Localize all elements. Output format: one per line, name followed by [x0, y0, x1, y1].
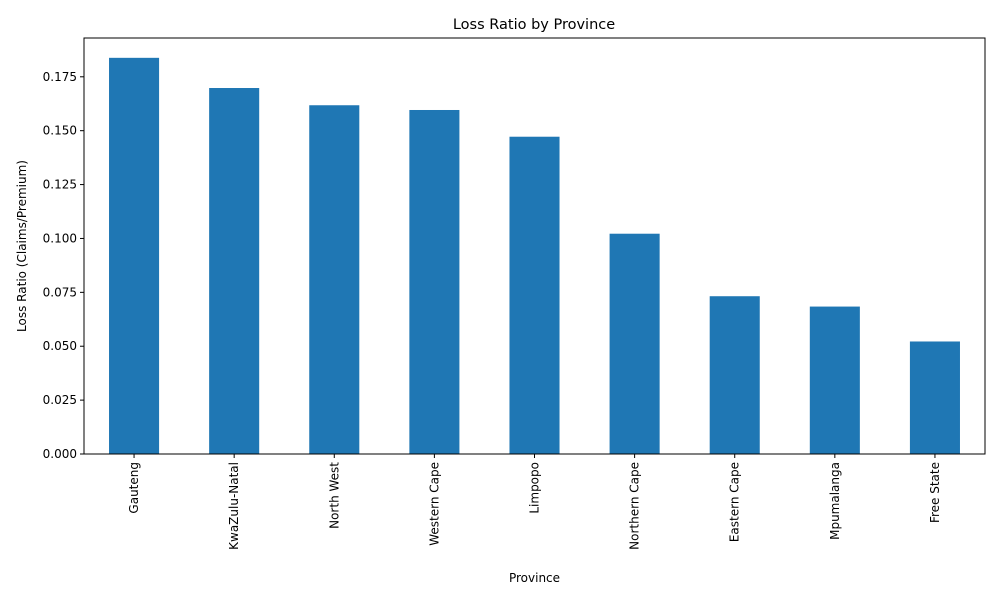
x-axis-title: Province: [509, 571, 560, 585]
x-tick-label: Limpopo: [528, 462, 542, 514]
y-tick-label: 0.000: [43, 447, 77, 461]
x-tick-label: Free State: [928, 462, 942, 523]
bar-northern-cape: [609, 233, 660, 454]
y-axis: 0.000 0.025 0.050 0.075 0.100 0.125 0.150 0.175: [43, 70, 84, 461]
y-tick-label: 0.150: [43, 124, 77, 138]
x-tick-label: Western Cape: [427, 462, 441, 546]
x-tick-label: Eastern Cape: [728, 462, 742, 542]
bar-western-cape: [409, 109, 460, 455]
x-tick-label: Mpumalanga: [828, 462, 842, 540]
x-tick-label: Gauteng: [127, 462, 141, 514]
plot-frame: [83, 37, 986, 455]
y-tick-label: 0.050: [43, 339, 77, 353]
bar-north-west: [309, 105, 360, 454]
y-tick-label: 0.125: [43, 178, 77, 192]
bars-layer: [109, 57, 960, 455]
bar-eastern-cape: [709, 296, 760, 454]
x-tick-label: KwaZulu-Natal: [227, 462, 241, 550]
bar-kwazulu-natal: [209, 88, 260, 454]
x-tick-label: Northern Cape: [628, 462, 642, 550]
y-tick-label: 0.075: [43, 285, 77, 299]
y-tick-label: 0.175: [43, 70, 77, 84]
chart-title: Loss Ratio by Province: [453, 17, 615, 33]
bar-limpopo: [509, 136, 560, 454]
y-tick-label: 0.025: [43, 393, 77, 407]
y-tick-label: 0.100: [43, 231, 77, 245]
bar-gauteng: [109, 57, 160, 455]
bar-free-state: [909, 341, 960, 454]
x-tick-label: North West: [327, 462, 341, 529]
bar-mpumalanga: [809, 306, 860, 454]
x-axis: Gauteng KwaZulu-Natal North West Western Ca…: [127, 454, 942, 550]
y-axis-title: Loss Ratio (Claims/Premium): [15, 160, 29, 332]
